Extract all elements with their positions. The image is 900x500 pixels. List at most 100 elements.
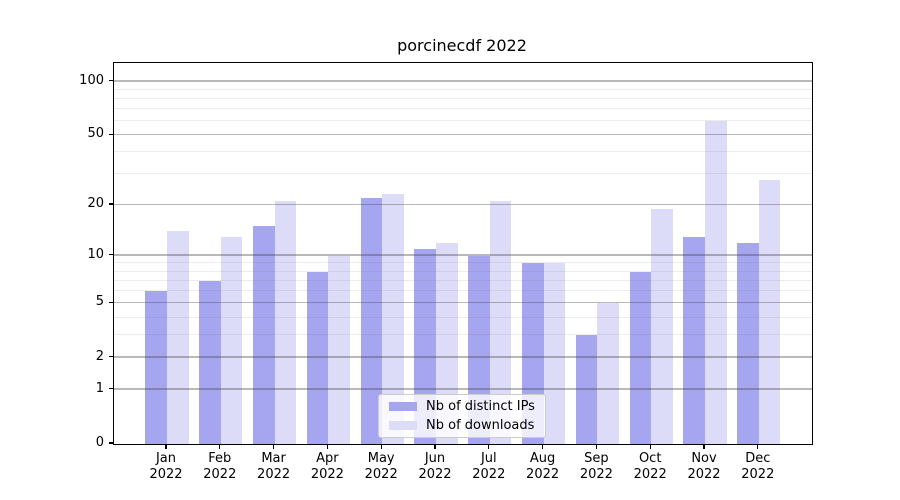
bar-downloads-jan [167,231,189,444]
x-tick-mark [380,444,382,449]
x-tick-label-aug: Aug 2022 [511,451,575,482]
x-tick-label-mar: Mar 2022 [242,451,306,482]
minor-gridline [114,173,812,175]
x-tick-year: 2022 [418,466,452,482]
bar-downloads-jun [436,242,458,444]
bar-distinct-ips-mar [253,226,275,444]
x-tick-year: 2022 [741,466,775,482]
legend-label-downloads: Nb of downloads [426,417,535,433]
x-tick-month: May [367,451,395,466]
bar-distinct-ips-nov [683,236,705,444]
x-tick-mark [434,444,436,449]
legend-item-distinct-ips: Nb of distinct IPs [389,399,545,415]
legend-swatch-distinct-ips [389,402,417,411]
minor-gridline [114,290,812,292]
major-gridline [114,254,812,256]
x-tick-month: Sep [584,451,609,466]
x-tick-label-sep: Sep 2022 [564,451,628,482]
y-tick-mark [108,387,113,390]
bar-distinct-ips-sep [575,335,598,444]
x-tick-mark [488,444,490,449]
x-tick-month: Nov [691,451,717,466]
x-tick-mark [273,444,275,449]
bar-downloads-aug [543,263,566,444]
x-tick-label-dec: Dec 2022 [726,451,790,482]
bar-downloads-may [382,194,404,444]
bar-distinct-ips-apr [306,271,329,444]
x-tick-month: Jul [480,451,497,466]
x-tick-month: Aug [529,451,556,466]
y-tick-mark [108,356,113,358]
minor-gridline [114,97,812,99]
x-tick-label-may: May 2022 [349,451,413,482]
x-tick-year: 2022 [526,466,560,482]
x-tick-mark [219,444,221,449]
x-tick-label-apr: Apr 2022 [295,451,359,482]
x-tick-label-jun: Jun 2022 [403,451,467,482]
legend: Nb of distinct IPs Nb of downloads [378,394,546,438]
y-tick-label: 20 [87,195,104,211]
x-tick-year: 2022 [579,466,613,482]
bar-downloads-dec [758,179,781,444]
chart-title: porcinecdf 2022 [397,36,527,55]
bar-distinct-ips-dec [737,242,759,444]
x-tick-mark [595,444,598,449]
y-tick-label: 2 [95,348,104,364]
bar-downloads-sep [597,303,619,444]
bar-downloads-nov [705,121,727,444]
x-tick-year: 2022 [310,466,344,482]
minor-gridline [114,262,812,264]
bar-downloads-mar [274,201,297,444]
x-tick-month: Feb [208,451,232,466]
x-tick-label-oct: Oct 2022 [618,451,682,482]
x-tick-label-nov: Nov 2022 [672,451,736,482]
plot-area: Nb of distinct IPs Nb of downloads [113,62,813,445]
y-tick-label: 5 [95,294,104,310]
minor-gridline [114,88,812,90]
x-tick-year: 2022 [257,466,291,482]
major-gridline [114,134,812,136]
x-tick-year: 2022 [472,466,506,482]
major-gridline [114,388,812,390]
x-tick-mark [649,444,651,449]
y-tick-mark [108,254,113,256]
x-tick-month: Apr [316,451,339,466]
x-tick-year: 2022 [203,466,237,482]
x-tick-month: Mar [261,451,286,466]
y-tick-label: 100 [79,72,104,88]
bar-downloads-oct [651,208,673,444]
x-tick-mark [165,444,167,449]
x-tick-label-jul: Jul 2022 [457,451,521,482]
y-tick-label: 10 [87,246,104,262]
major-gridline [114,302,812,304]
bar-downloads-apr [328,255,350,444]
y-tick-mark [108,80,113,82]
x-tick-label-jan: Jan 2022 [134,451,198,482]
y-tick-mark [108,301,113,303]
x-tick-mark [703,444,705,449]
minor-gridline [114,108,812,110]
x-tick-year: 2022 [633,466,667,482]
y-tick-label: 50 [87,126,104,142]
x-tick-month: Dec [745,451,771,466]
y-tick-label: 0 [95,435,104,450]
minor-gridline [114,334,812,336]
y-tick-mark [108,133,113,135]
x-tick-mark [541,444,544,449]
major-gridline [114,356,812,358]
minor-gridline [114,316,812,318]
bar-distinct-ips-feb [199,280,221,444]
y-tick-mark [108,203,113,205]
grid-layer [114,63,812,444]
x-tick-year: 2022 [687,466,721,482]
legend-swatch-downloads [389,421,417,430]
bar-distinct-ips-jan [145,291,167,444]
y-tick-label: 1 [95,380,104,396]
minor-gridline [114,120,812,122]
legend-item-downloads: Nb of downloads [389,418,545,434]
major-gridline [114,203,812,205]
y-tick-mark [108,442,113,444]
bar-downloads-jul [489,201,512,444]
bar-distinct-ips-may [360,197,383,444]
